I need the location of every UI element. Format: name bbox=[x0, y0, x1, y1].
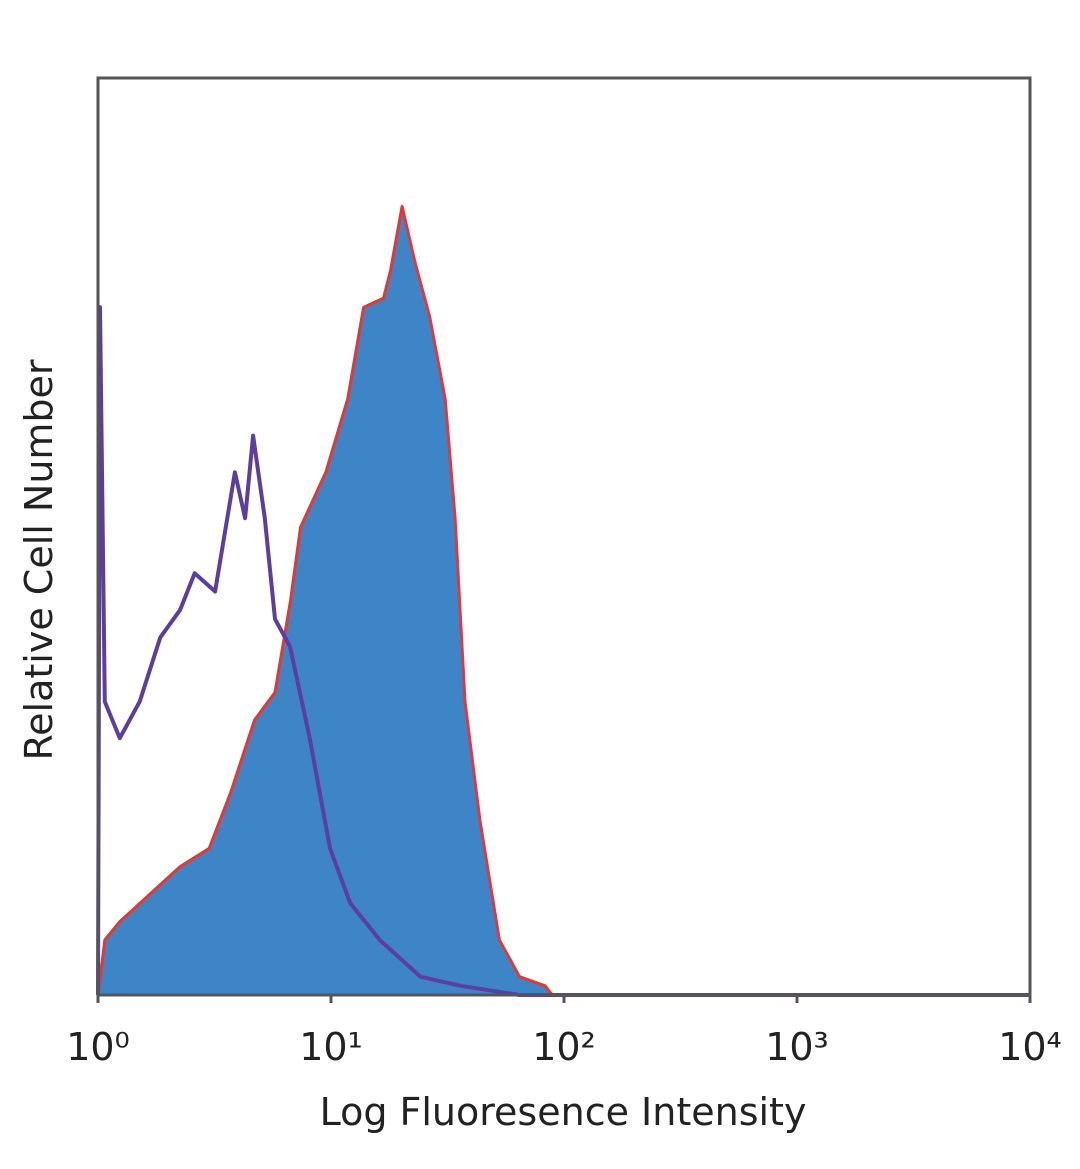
y-axis-label: Relative Cell Number bbox=[17, 359, 61, 760]
x-axis-label: Log Fluoresence Intensity bbox=[320, 1090, 807, 1134]
filled-histogram bbox=[96, 204, 554, 997]
histogram-line bbox=[96, 305, 1030, 997]
x-tick-label: 10¹ bbox=[299, 1025, 363, 1069]
x-tick-label: 10³ bbox=[765, 1025, 829, 1069]
x-tick-label: 10⁴ bbox=[998, 1025, 1062, 1069]
x-tick-label: 10² bbox=[532, 1025, 596, 1069]
x-tick-label: 10⁰ bbox=[66, 1025, 130, 1069]
